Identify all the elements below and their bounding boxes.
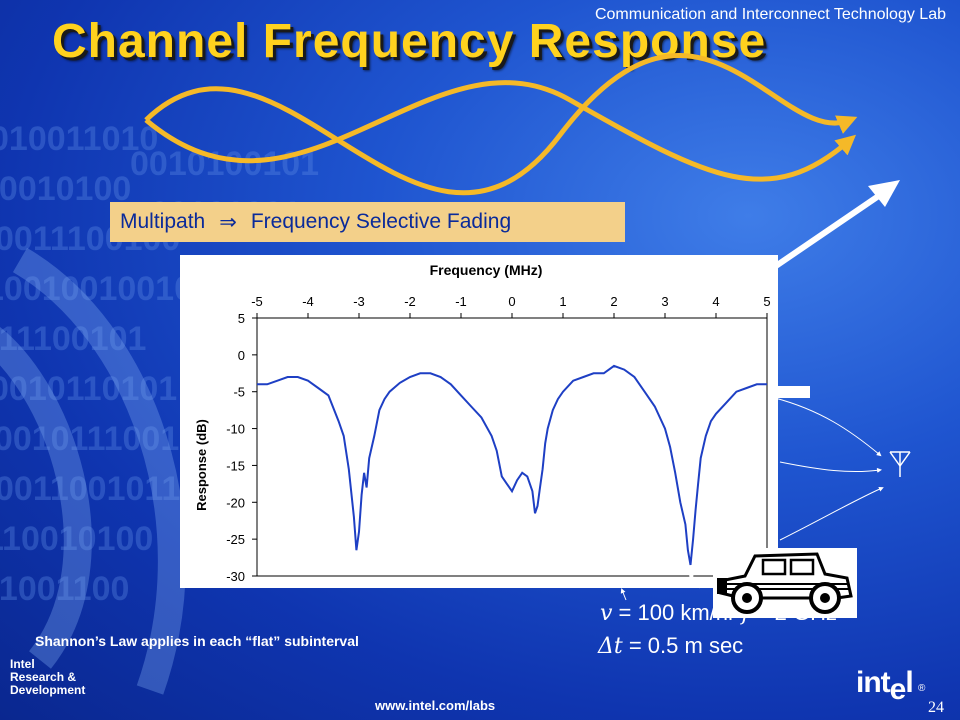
y-tick-label: -15 — [226, 458, 245, 473]
x-tick-label: 5 — [763, 294, 770, 309]
white-bar — [770, 386, 810, 398]
y-tick-label: 5 — [238, 311, 245, 326]
x-tick-label: -4 — [302, 294, 314, 309]
x-tick-label: -3 — [353, 294, 365, 309]
multipath-label: Multipath — [120, 210, 206, 233]
fading-label: Frequency Selective Fading — [250, 210, 512, 233]
shannon-note: Shannon’s Law applies in each “flat” sub… — [35, 633, 359, 649]
x-tick-label: -2 — [404, 294, 416, 309]
wave-path-2 — [144, 80, 857, 182]
intel-logo-part3: l — [905, 666, 913, 699]
x-tick-label: 2 — [610, 294, 617, 309]
y-tick-label: -5 — [233, 385, 245, 400]
y-tick-label: 0 — [238, 348, 245, 363]
x-tick-label: -5 — [251, 294, 263, 309]
website-link[interactable]: www.intel.com/labs — [375, 698, 496, 713]
lab-title: Communication and Interconnect Technolog… — [594, 6, 946, 23]
x-tick-label: 1 — [559, 294, 566, 309]
delta-t-value: = 0.5 m sec — [622, 633, 744, 658]
chart-panel: Frequency (MHz) Response (dB) -5 -4 -3 -2 -1… — [180, 255, 778, 588]
frequency-response-chart: Frequency (MHz) Response (dB) -5 -4 -3 -2 -1… — [194, 262, 771, 584]
svg-text:10010010010: 10010010010 — [0, 270, 193, 308]
series-line — [257, 364, 767, 566]
y-tick-label: -10 — [226, 422, 245, 437]
intel-rd-line2: Research & — [10, 670, 77, 684]
car-icon — [717, 552, 853, 614]
intel-rd-line1: Intel — [10, 657, 35, 671]
implies-arrow-icon: ⇒ — [219, 210, 237, 234]
svg-text:0010110101: 0010110101 — [0, 370, 177, 408]
page-number: 24 — [928, 699, 944, 716]
intel-logo-part1: int — [856, 666, 891, 699]
antenna-icon — [889, 451, 911, 477]
x-tick-label: 4 — [712, 294, 719, 309]
delta-t-symbol: Δt — [598, 634, 623, 659]
delta-t-equation: Δt = 0.5 m sec — [598, 633, 743, 659]
wave-path-1 — [144, 53, 858, 196]
svg-text:10010100: 10010100 — [0, 170, 131, 208]
x-tick-label: 0 — [508, 294, 515, 309]
svg-text:0010100101: 0010100101 — [130, 145, 319, 183]
x-axis-title: Frequency (MHz) — [430, 262, 543, 278]
registered-mark: ® — [918, 683, 926, 694]
velocity-symbol: v — [600, 601, 613, 626]
y-tick-label: -20 — [226, 495, 245, 510]
svg-text:110010100: 110010100 — [0, 520, 153, 558]
multipath-label-box: Multipath ⇒ Frequency Selective Fading — [110, 202, 625, 242]
plot-area — [256, 317, 768, 577]
x-tick-label: 3 — [661, 294, 668, 309]
y-tick-label: -30 — [226, 569, 245, 584]
svg-text:0011001011: 0011001011 — [0, 470, 180, 508]
intel-logo: intel — [856, 666, 914, 706]
y-axis-title: Response (dB) — [194, 419, 209, 511]
svg-text:010011010: 010011010 — [0, 120, 158, 158]
intel-rd-logo: Intel Research & Development — [10, 658, 85, 697]
x-tick-label: -1 — [455, 294, 467, 309]
y-tick-label: -25 — [226, 532, 245, 547]
car-image — [713, 548, 857, 618]
intel-logo-part2: e — [889, 673, 907, 706]
intel-rd-line3: Development — [10, 683, 86, 697]
